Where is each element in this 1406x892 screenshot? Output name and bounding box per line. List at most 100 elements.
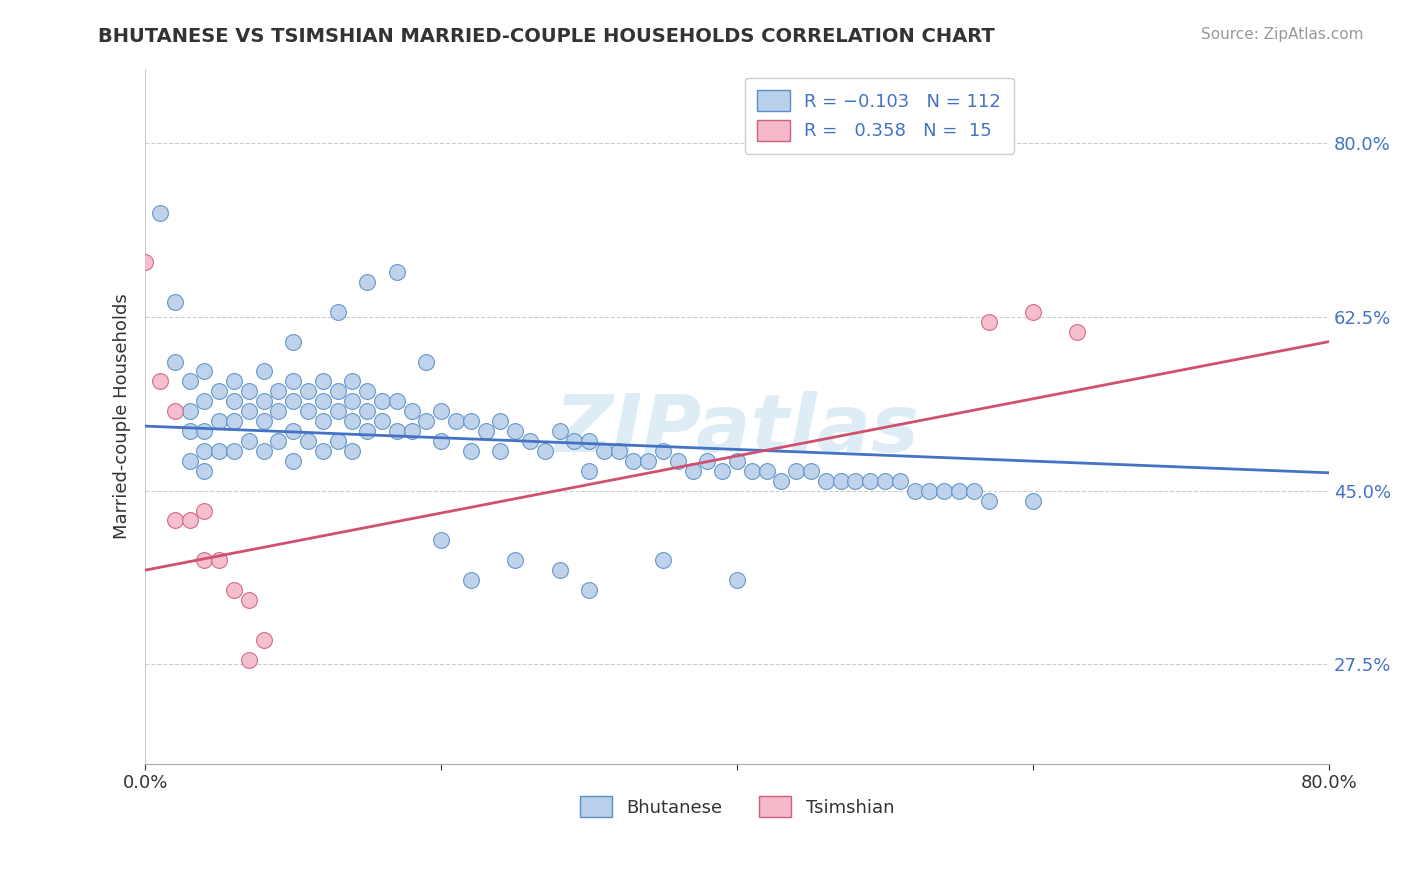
Point — [918, 483, 941, 498]
Point — [385, 265, 408, 279]
Point — [548, 563, 571, 577]
Point — [179, 375, 201, 389]
Point — [578, 582, 600, 597]
Point — [222, 375, 245, 389]
Point — [283, 424, 305, 438]
Point — [297, 384, 319, 399]
Point — [725, 573, 748, 587]
Point — [666, 454, 689, 468]
Point — [489, 414, 512, 428]
Point — [326, 434, 349, 448]
Point — [222, 444, 245, 458]
Point — [326, 404, 349, 418]
Point — [934, 483, 956, 498]
Point — [503, 424, 526, 438]
Point — [873, 474, 896, 488]
Point — [1066, 325, 1088, 339]
Point — [326, 305, 349, 319]
Point — [283, 375, 305, 389]
Point — [208, 553, 231, 567]
Point — [578, 464, 600, 478]
Point — [548, 424, 571, 438]
Point — [401, 424, 423, 438]
Point — [430, 434, 453, 448]
Point — [385, 424, 408, 438]
Point — [283, 334, 305, 349]
Point — [356, 384, 378, 399]
Point — [963, 483, 986, 498]
Point — [342, 394, 364, 409]
Point — [238, 434, 260, 448]
Point — [267, 434, 290, 448]
Point — [356, 424, 378, 438]
Point — [238, 652, 260, 666]
Point — [193, 464, 215, 478]
Point — [371, 394, 394, 409]
Point — [222, 394, 245, 409]
Point — [460, 414, 482, 428]
Point — [977, 315, 1000, 329]
Point — [193, 503, 215, 517]
Point — [163, 513, 186, 527]
Point — [342, 444, 364, 458]
Point — [149, 375, 172, 389]
Point — [682, 464, 704, 478]
Point — [208, 384, 231, 399]
Point — [1022, 305, 1045, 319]
Point — [283, 454, 305, 468]
Point — [430, 533, 453, 548]
Point — [253, 632, 276, 647]
Point — [222, 582, 245, 597]
Point — [755, 464, 778, 478]
Point — [193, 424, 215, 438]
Point — [578, 434, 600, 448]
Point — [179, 404, 201, 418]
Point — [444, 414, 467, 428]
Point — [179, 424, 201, 438]
Point — [711, 464, 734, 478]
Point — [253, 414, 276, 428]
Point — [725, 454, 748, 468]
Point — [430, 404, 453, 418]
Point — [474, 424, 496, 438]
Point — [607, 444, 630, 458]
Point — [238, 593, 260, 607]
Point — [977, 493, 1000, 508]
Point — [312, 414, 335, 428]
Text: ZIPatlas: ZIPatlas — [554, 391, 920, 469]
Point — [623, 454, 645, 468]
Point — [503, 553, 526, 567]
Point — [814, 474, 837, 488]
Point — [385, 394, 408, 409]
Point — [637, 454, 659, 468]
Point — [356, 275, 378, 289]
Point — [253, 444, 276, 458]
Point — [696, 454, 718, 468]
Point — [859, 474, 882, 488]
Point — [844, 474, 866, 488]
Point — [356, 404, 378, 418]
Point — [297, 434, 319, 448]
Point — [652, 553, 675, 567]
Point — [593, 444, 616, 458]
Point — [193, 364, 215, 378]
Point — [785, 464, 807, 478]
Point — [741, 464, 763, 478]
Point — [1022, 493, 1045, 508]
Point — [371, 414, 394, 428]
Point — [948, 483, 970, 498]
Point — [312, 375, 335, 389]
Point — [519, 434, 541, 448]
Point — [163, 295, 186, 310]
Point — [193, 394, 215, 409]
Point — [238, 384, 260, 399]
Point — [401, 404, 423, 418]
Point — [179, 513, 201, 527]
Point — [208, 444, 231, 458]
Point — [208, 414, 231, 428]
Point — [460, 444, 482, 458]
Point — [222, 414, 245, 428]
Point — [415, 354, 437, 368]
Point — [267, 384, 290, 399]
Point — [342, 414, 364, 428]
